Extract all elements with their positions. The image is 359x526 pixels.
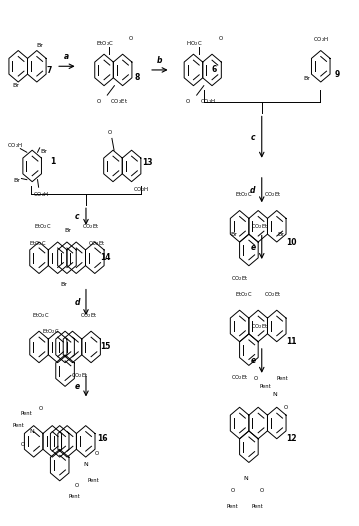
Text: EtO$_2$C: EtO$_2$C [96, 39, 114, 48]
Text: O: O [186, 99, 190, 104]
Text: O: O [231, 488, 235, 493]
Text: N: N [272, 392, 277, 397]
Text: EtO$_2$C: EtO$_2$C [235, 290, 252, 299]
Text: Pent: Pent [276, 377, 288, 381]
Text: e: e [74, 382, 80, 391]
Text: Br: Br [14, 178, 20, 183]
Text: CO$_2$Et: CO$_2$Et [80, 311, 98, 320]
Text: O: O [260, 488, 264, 493]
Text: e: e [250, 243, 255, 252]
Text: Br: Br [277, 231, 284, 237]
Text: CO$_2$Et: CO$_2$Et [232, 373, 249, 382]
Text: CO$_2$Et: CO$_2$Et [109, 97, 128, 106]
Text: 6: 6 [211, 65, 216, 75]
Text: 9: 9 [334, 69, 340, 79]
Text: O: O [97, 99, 101, 104]
Text: CO$_2$Et: CO$_2$Et [264, 190, 282, 199]
Text: EtO$_2$C: EtO$_2$C [235, 190, 252, 199]
Text: 15: 15 [101, 342, 111, 351]
Text: b: b [157, 56, 163, 65]
Text: O: O [254, 377, 258, 381]
Text: O: O [39, 406, 43, 411]
Text: EtO$_2$C: EtO$_2$C [32, 311, 50, 320]
Text: CO$_2$Et: CO$_2$Et [82, 222, 100, 231]
Text: CO$_2$H: CO$_2$H [200, 97, 216, 106]
Text: N: N [243, 476, 248, 481]
Text: a: a [64, 52, 69, 62]
Text: 14: 14 [101, 253, 111, 262]
Text: O: O [95, 451, 99, 457]
Text: 1: 1 [50, 157, 55, 166]
Text: c: c [251, 133, 255, 141]
Text: O: O [108, 130, 112, 135]
Text: c: c [75, 212, 79, 221]
Text: Pent: Pent [252, 504, 264, 509]
Text: N: N [29, 429, 34, 434]
Text: Br: Br [230, 231, 237, 237]
Text: CO$_2$Et: CO$_2$Et [232, 274, 249, 283]
Text: N: N [83, 462, 88, 468]
Text: 16: 16 [97, 434, 107, 443]
Text: CO$_2$H: CO$_2$H [8, 141, 24, 150]
Text: Pent: Pent [69, 494, 80, 499]
Text: 8: 8 [135, 73, 140, 82]
Text: CO$_2$H: CO$_2$H [33, 190, 49, 199]
Text: EtO$_2$C: EtO$_2$C [42, 327, 59, 336]
Text: Br: Br [37, 43, 43, 47]
Text: Br: Br [303, 76, 310, 82]
Text: Br: Br [61, 282, 67, 287]
Text: CO$_2$Et: CO$_2$Et [88, 239, 106, 248]
Text: CO$_2$Et: CO$_2$Et [251, 321, 269, 330]
Text: 13: 13 [142, 158, 153, 167]
Text: O: O [284, 405, 288, 410]
Text: Br: Br [41, 149, 47, 154]
Text: CO$_2$H: CO$_2$H [133, 185, 149, 194]
Text: Br: Br [65, 228, 72, 234]
Text: O: O [20, 442, 25, 447]
Text: CO$_2$Et: CO$_2$Et [71, 371, 89, 380]
Text: 7: 7 [47, 66, 52, 76]
Text: Pent: Pent [87, 478, 99, 483]
Text: HO$_2$C: HO$_2$C [186, 39, 203, 48]
Text: O: O [74, 483, 79, 488]
Text: e: e [250, 356, 255, 366]
Text: O: O [219, 36, 223, 41]
Text: Pent: Pent [227, 504, 239, 509]
Text: Pent: Pent [260, 385, 271, 389]
Text: 10: 10 [286, 238, 297, 247]
Text: O: O [129, 36, 133, 41]
Text: EtO$_2$C: EtO$_2$C [34, 222, 51, 231]
Text: CO$_2$Et: CO$_2$Et [264, 290, 282, 299]
Text: Pent: Pent [13, 423, 25, 428]
Text: CO$_2$H: CO$_2$H [313, 35, 329, 44]
Text: d: d [250, 186, 256, 195]
Text: 12: 12 [286, 434, 297, 443]
Text: Br: Br [13, 83, 20, 88]
Text: EtO$_2$C: EtO$_2$C [28, 239, 46, 248]
Text: 11: 11 [286, 337, 297, 346]
Text: CO$_2$Et: CO$_2$Et [251, 222, 269, 231]
Text: d: d [74, 298, 80, 307]
Text: Pent: Pent [20, 410, 32, 416]
